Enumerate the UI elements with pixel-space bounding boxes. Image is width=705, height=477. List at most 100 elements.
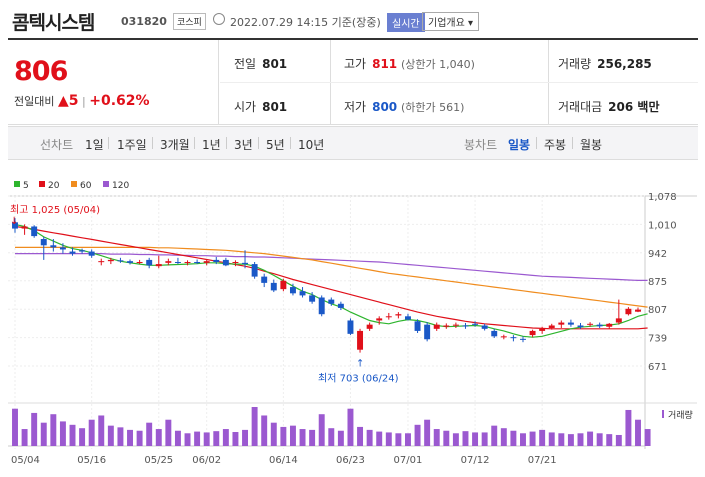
realtime-badge[interactable]: 실시간 bbox=[387, 13, 425, 32]
volume-bar bbox=[452, 433, 459, 446]
candle-body bbox=[414, 321, 421, 331]
volume-bar bbox=[88, 419, 95, 446]
stock-name: 콤텍시스템 bbox=[12, 12, 95, 34]
volume-bar bbox=[40, 422, 47, 446]
legend-swatch bbox=[39, 181, 45, 187]
candle-body bbox=[251, 264, 258, 277]
clock-icon bbox=[213, 13, 225, 25]
volume-label: 거래량 bbox=[668, 409, 693, 421]
divider bbox=[258, 137, 259, 149]
candle-body bbox=[328, 299, 335, 304]
volume-bar bbox=[558, 433, 565, 446]
volume-bar bbox=[213, 431, 220, 446]
volume-bar bbox=[50, 414, 57, 446]
candle-body bbox=[558, 322, 565, 325]
candle-daily[interactable]: 일봉 bbox=[508, 138, 531, 152]
stock-header: 콤텍시스템 031820 코스피 2022.07.29 14:15 기준(장중)… bbox=[0, 0, 705, 38]
candle-body bbox=[529, 330, 536, 336]
divider bbox=[108, 137, 109, 149]
candle-body bbox=[462, 325, 469, 327]
candle-body bbox=[424, 324, 431, 340]
market-badge: 코스피 bbox=[173, 13, 206, 30]
legend-label: 120 bbox=[112, 181, 129, 191]
volume-bar bbox=[424, 419, 431, 446]
volume-bar bbox=[165, 419, 172, 446]
legend-label: 20 bbox=[48, 181, 60, 191]
period-3y[interactable]: 3년 bbox=[234, 138, 253, 152]
period-1w[interactable]: 1주일 bbox=[117, 138, 147, 152]
candle-body bbox=[280, 280, 287, 290]
company-info-button[interactable]: 기업개요 ▾ bbox=[422, 12, 479, 31]
volume-bar bbox=[635, 419, 641, 446]
volume-bar bbox=[59, 421, 66, 446]
candle-weekly[interactable]: 주봉 bbox=[544, 138, 567, 152]
divider bbox=[152, 137, 153, 149]
candle-body bbox=[194, 261, 201, 263]
line-chart-label: 선차트 bbox=[40, 138, 74, 152]
candle-body bbox=[232, 261, 239, 263]
candle-body bbox=[309, 295, 316, 302]
legend-swatch bbox=[14, 181, 20, 187]
timestamp: 2022.07.29 14:15 기준(장중) bbox=[230, 16, 381, 29]
low-annotation: 최저 703 (06/24) bbox=[318, 373, 399, 385]
divider bbox=[536, 137, 537, 149]
volume-bar bbox=[500, 428, 507, 446]
volume-bar bbox=[261, 415, 268, 446]
volume-bar bbox=[472, 432, 479, 446]
volume-bar bbox=[289, 425, 296, 446]
candle-monthly[interactable]: 월봉 bbox=[580, 138, 603, 152]
volume-bar bbox=[520, 433, 526, 446]
volume-bar bbox=[567, 434, 574, 446]
candle-body bbox=[299, 291, 306, 296]
candle-body bbox=[404, 316, 411, 320]
candle-body bbox=[443, 325, 450, 327]
current-price: 806 bbox=[14, 56, 68, 87]
price-summary: 806 전일대비 ▲5 | +0.62% 전일 801 고가 811 (상한가 1,… bbox=[8, 40, 698, 125]
candle-body bbox=[117, 260, 124, 262]
candle-body bbox=[21, 226, 28, 229]
y-tick-label: 1,078 bbox=[648, 192, 677, 203]
candle-body bbox=[587, 323, 594, 325]
volume-bar bbox=[539, 429, 546, 446]
volume-bar bbox=[309, 429, 316, 446]
volume-bar bbox=[251, 407, 258, 446]
candle-body bbox=[12, 222, 18, 229]
candle-chart-label: 봉차트 bbox=[464, 138, 498, 152]
x-tick-label: 06/23 bbox=[336, 455, 365, 466]
high-price: 고가 811 (상한가 1,040) bbox=[344, 57, 475, 71]
candle-body bbox=[318, 297, 325, 315]
ma120-line bbox=[15, 252, 648, 282]
x-tick-label: 06/14 bbox=[269, 455, 298, 466]
down-arrow-icon: ↓ bbox=[10, 216, 18, 227]
volume-bar bbox=[127, 429, 133, 446]
candle-body bbox=[500, 336, 507, 338]
period-5y[interactable]: 5년 bbox=[266, 138, 285, 152]
volume-bar bbox=[529, 431, 536, 446]
divider bbox=[218, 40, 219, 124]
period-10y[interactable]: 10년 bbox=[298, 138, 325, 152]
candle-body bbox=[577, 325, 584, 328]
candle-body bbox=[242, 262, 249, 265]
candle-body bbox=[376, 318, 383, 321]
period-1d[interactable]: 1일 bbox=[85, 138, 104, 152]
candle-body bbox=[136, 261, 143, 263]
ma60-line bbox=[15, 246, 648, 308]
chart-legend: 5 20 60 120 bbox=[14, 181, 129, 191]
period-1y[interactable]: 1년 bbox=[202, 138, 221, 152]
candle-body bbox=[107, 259, 114, 262]
legend-swatch bbox=[71, 181, 77, 187]
volume-bar bbox=[203, 432, 210, 446]
candle-body bbox=[59, 247, 66, 250]
candle-body bbox=[615, 318, 622, 323]
volume-bar bbox=[625, 409, 632, 446]
price-chart[interactable]: 5 20 60 120 1,078 1,010 942 875 807 739 671 최고 1,… bbox=[0, 159, 705, 477]
candle-body bbox=[50, 245, 57, 248]
y-tick-label: 942 bbox=[648, 249, 667, 260]
legend-label: 60 bbox=[80, 181, 92, 191]
volume-bar bbox=[366, 429, 373, 446]
x-tick-label: 07/21 bbox=[528, 455, 557, 466]
candle-body bbox=[222, 259, 229, 266]
volume-bar bbox=[31, 412, 38, 446]
period-3m[interactable]: 3개월 bbox=[160, 138, 190, 152]
candle-body bbox=[357, 330, 364, 350]
